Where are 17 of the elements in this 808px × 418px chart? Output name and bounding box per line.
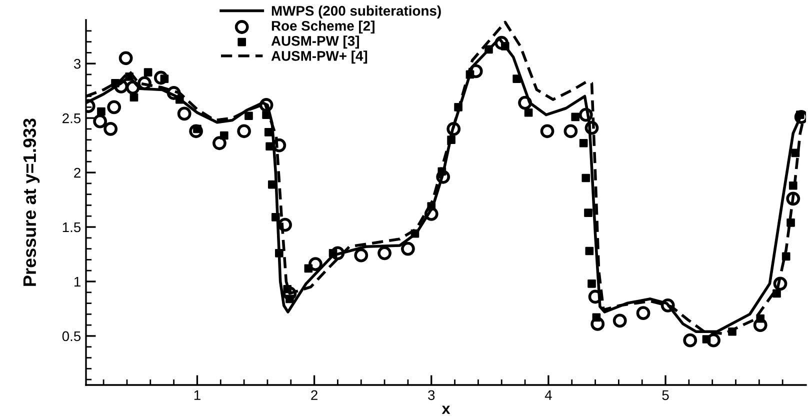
y-tick-label: 2.5: [62, 113, 81, 124]
legend-label: AUSM-PW [3]: [271, 36, 359, 49]
y-axis-title: Pressure at y=1.933: [23, 118, 40, 286]
y-tick-label: 3: [74, 58, 81, 69]
x-tick-label: 2: [311, 390, 318, 400]
x-axis-title: x: [442, 406, 450, 414]
legend-label: MWPS (200 subiterations): [272, 6, 441, 19]
x-tick-label: 4: [544, 390, 552, 400]
y-tick-label: 1: [74, 276, 80, 287]
x-tick-label: 5: [662, 390, 669, 400]
legend-label: AUSM-PW+ [4]: [271, 50, 368, 64]
x-tick-label: 3: [428, 390, 435, 400]
y-tick-label: 0.5: [62, 331, 81, 342]
x-tick-label: 1: [194, 390, 200, 400]
legend-label: Roe Scheme [2]: [272, 20, 374, 34]
y-tick-label: 1.5: [62, 222, 81, 232]
y-tick-label: 2: [74, 168, 80, 178]
